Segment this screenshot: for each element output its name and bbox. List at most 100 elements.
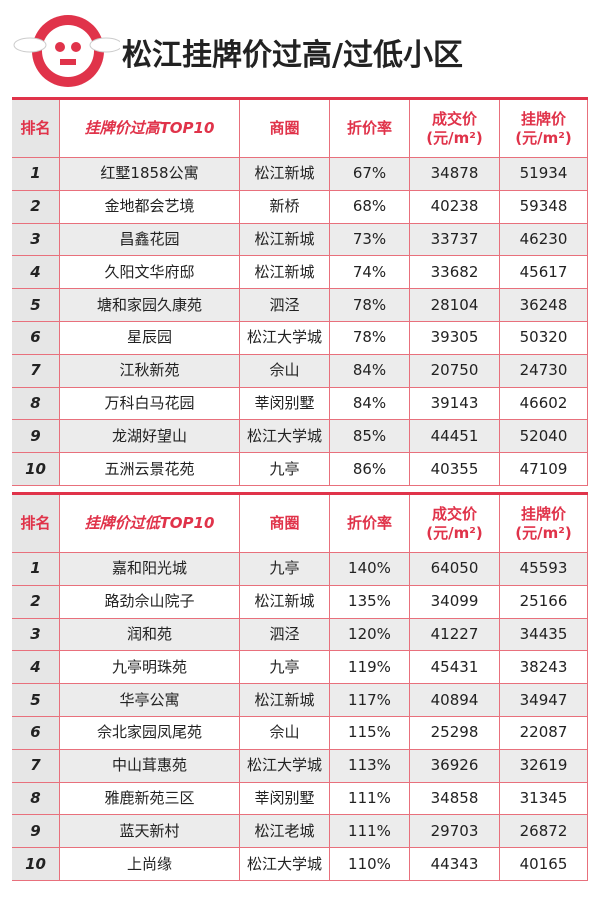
table-cell: 20750 [410,354,500,388]
header-cell: 成交价 (元/m²) [410,100,500,158]
table-cell: 新桥 [240,190,330,224]
header-text: 商圈 [269,514,300,532]
table-cell: 五洲云景花苑 [60,453,240,486]
table-cell: 10 [12,453,60,486]
table-cell: 73% [330,223,410,257]
table-cell: 46230 [500,223,588,257]
table-cell: 119% [330,651,410,685]
table-cell: 久阳文华府邸 [60,256,240,290]
table-cell: 润和苑 [60,618,240,652]
title: 松江挂牌价过高/过低小区 [122,38,463,73]
table-cell: 九亭 [240,453,330,486]
table-cell: 31345 [500,782,588,816]
table-cell: 135% [330,585,410,619]
header-cell: 挂牌价过低TOP10 [60,495,240,553]
table-cell: 龙湖好望山 [60,420,240,454]
table-cell: 34878 [410,158,500,191]
table-cell: 路劲佘山院子 [60,585,240,619]
header-cell: 商圈 [240,100,330,158]
table-cell: 昌鑫花园 [60,223,240,257]
header-text: (元/m²) [426,523,483,542]
table-cell: 34435 [500,618,588,652]
table-cell: 8 [12,387,60,421]
table-cell: 7 [12,354,60,388]
table-cell: 44451 [410,420,500,454]
table-cell: 78% [330,322,410,355]
table-cell: 金地都会艺境 [60,190,240,224]
table-cell: 雅鹿新苑三区 [60,782,240,816]
table-cell: 120% [330,618,410,652]
table-cell: 1 [12,553,60,586]
table-cell: 3 [12,618,60,652]
table-cell: 117% [330,684,410,717]
table-cell: 华亭公寓 [60,684,240,717]
table-cell: 50320 [500,322,588,355]
table-cell: 9 [12,815,60,849]
table-cell: 佘北家园凤尾苑 [60,717,240,750]
table-cell: 36926 [410,749,500,783]
header-cell: 挂牌价 (元/m²) [500,100,588,158]
table-cell: 万科白马花园 [60,387,240,421]
table-cell: 34099 [410,585,500,619]
table-cell: 44343 [410,848,500,881]
table-cell: 4 [12,651,60,685]
table-cell: 7 [12,749,60,783]
table-cell: 嘉和阳光城 [60,553,240,586]
header-text: (元/m²) [515,523,572,542]
table-cell: 江秋新苑 [60,354,240,388]
table-cell: 塘和家园久康苑 [60,289,240,322]
header-cell: 商圈 [240,495,330,553]
table-cell: 46602 [500,387,588,421]
table-cell: 松江新城 [240,684,330,717]
table-cell: 松江新城 [240,256,330,290]
table-cell: 39143 [410,387,500,421]
header-text: (元/m²) [515,128,572,147]
table-cell: 松江大学城 [240,322,330,355]
table-cell: 39305 [410,322,500,355]
header-text: 成交价 [431,504,477,523]
header-text: 挂牌价过低TOP10 [84,514,215,532]
table-cell: 40894 [410,684,500,717]
header-text: 挂牌价 [520,109,566,128]
table-cell: 佘山 [240,354,330,388]
table-cell: 38243 [500,651,588,685]
table-cell: 86% [330,453,410,486]
header-cell: 成交价 (元/m²) [410,495,500,553]
table-cell: 九亭 [240,651,330,685]
table-cell: 64050 [410,553,500,586]
table-cell: 莘闵别墅 [240,387,330,421]
table-cell: 32619 [500,749,588,783]
table-cell: 40165 [500,848,588,881]
table-cell: 68% [330,190,410,224]
table-cell: 松江大学城 [240,749,330,783]
table-cell: 星辰园 [60,322,240,355]
header-text: 排名 [20,514,51,532]
table-cell: 3 [12,223,60,257]
logo [13,15,120,87]
table-cell: 45593 [500,553,588,586]
table-cell: 5 [12,289,60,322]
table-cell: 松江新城 [240,158,330,191]
table-cell: 74% [330,256,410,290]
header-cell: 折价率 [330,495,410,553]
table-cell: 2 [12,190,60,224]
table-cell: 45431 [410,651,500,685]
table-cell: 泗泾 [240,289,330,322]
table-cell: 22087 [500,717,588,750]
table-cell: 36248 [500,289,588,322]
table-cell: 40238 [410,190,500,224]
table-cell: 40355 [410,453,500,486]
table-cell: 52040 [500,420,588,454]
table-cell: 8 [12,782,60,816]
table-cell: 6 [12,322,60,355]
header-cell: 挂牌价过高TOP10 [60,100,240,158]
table-cell: 34947 [500,684,588,717]
table-cell: 松江新城 [240,223,330,257]
header-text: 折价率 [346,119,392,137]
table-cell: 34858 [410,782,500,816]
table-cell: 84% [330,387,410,421]
table-cell: 5 [12,684,60,717]
table-cell: 九亭明珠苑 [60,651,240,685]
table-cell: 上尚缘 [60,848,240,881]
